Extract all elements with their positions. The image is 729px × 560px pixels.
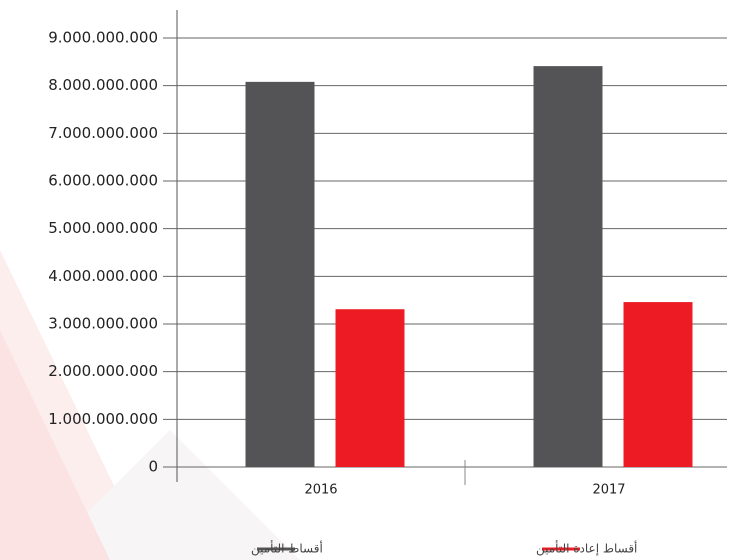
y-tick-label: 0 (148, 458, 158, 476)
legend-label: أقساط التأمين (251, 540, 323, 557)
y-tick-label: 2.000.000.000 (48, 362, 158, 380)
bar (623, 302, 693, 467)
bar (533, 66, 603, 467)
y-tick-label: 5.000.000.000 (48, 219, 158, 237)
x-tick-label: 2016 (304, 483, 337, 498)
y-tick-label: 8.000.000.000 (48, 76, 158, 94)
background-decoration (0, 250, 300, 560)
y-tick-label: 1.000.000.000 (48, 410, 158, 428)
y-tick-label: 6.000.000.000 (48, 172, 158, 190)
legend-label: أقساط إعادة التأمين (536, 540, 637, 557)
x-tick-label: 2017 (592, 483, 625, 498)
y-tick-label: 7.000.000.000 (48, 124, 158, 142)
y-tick-label: 3.000.000.000 (48, 315, 158, 333)
bar (335, 309, 405, 467)
y-tick-label: 9.000.000.000 (48, 29, 158, 47)
y-tick-label: 4.000.000.000 (48, 267, 158, 285)
bar (245, 81, 315, 467)
